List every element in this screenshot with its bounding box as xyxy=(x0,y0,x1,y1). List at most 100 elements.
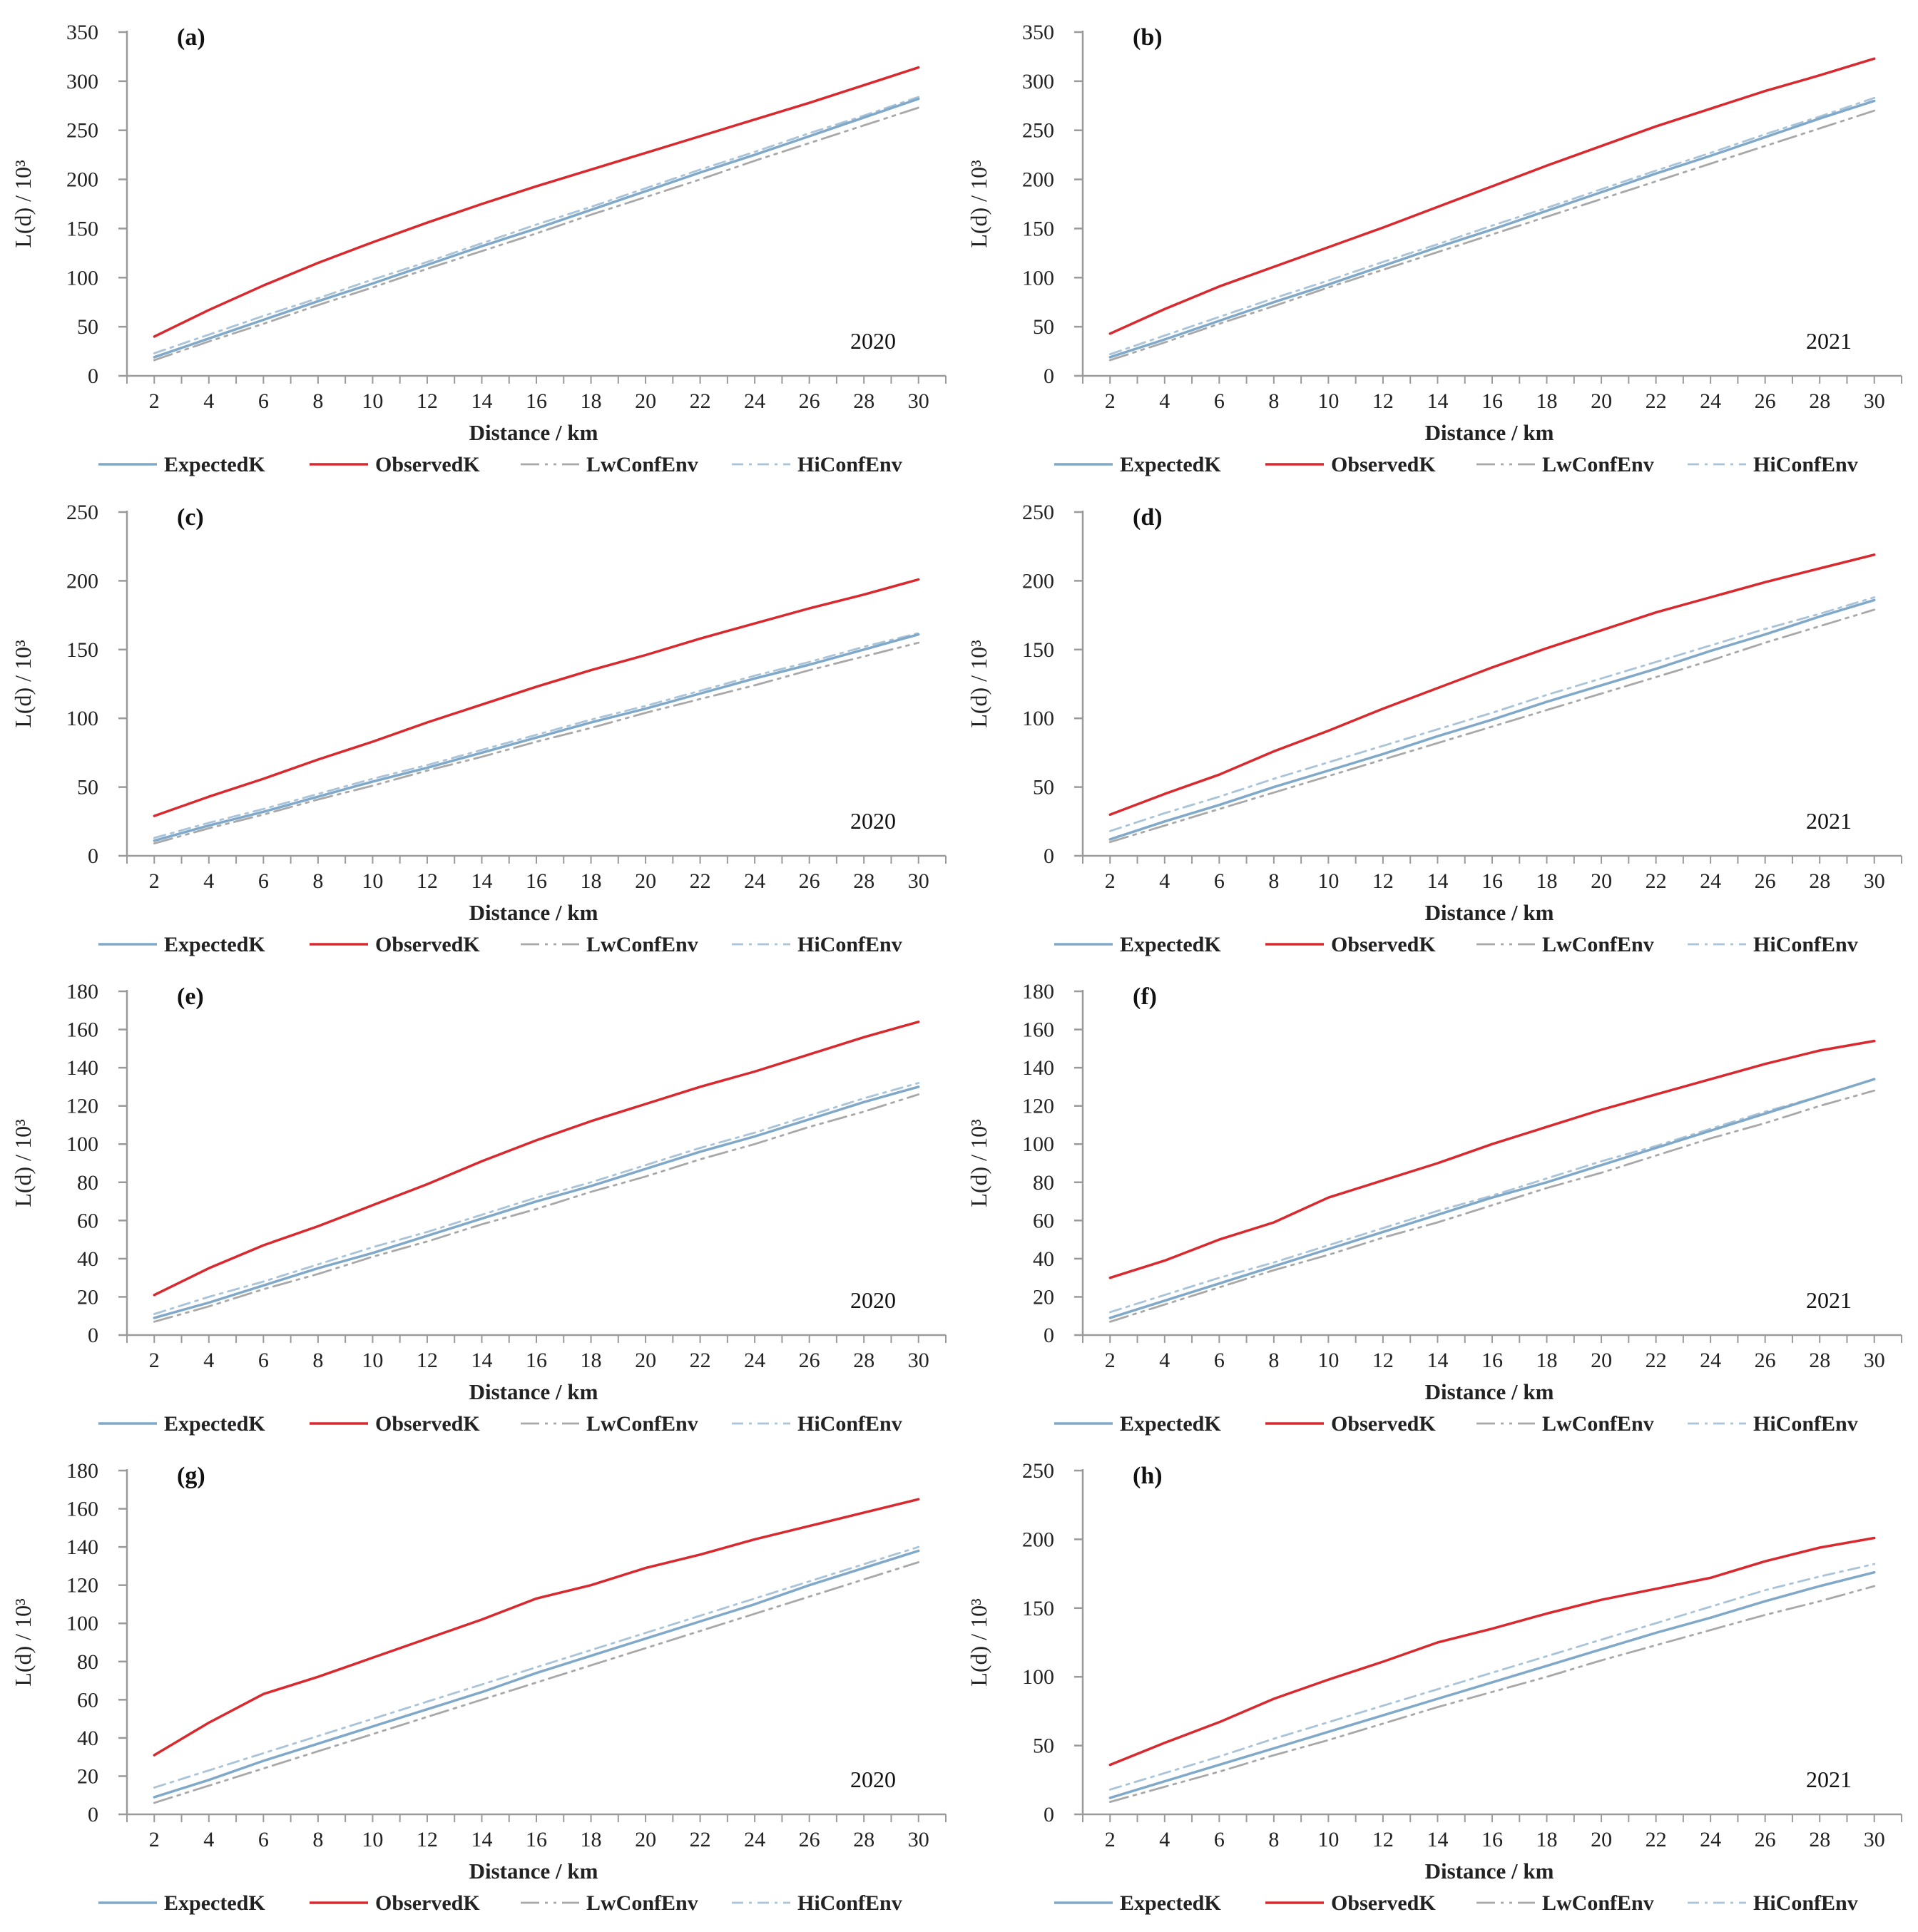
x-tick-label: 18 xyxy=(581,869,602,893)
year-label: 2020 xyxy=(850,328,896,354)
y-tick-label: 50 xyxy=(1033,1734,1054,1758)
x-tick-label: 14 xyxy=(1427,869,1448,893)
x-tick-label: 10 xyxy=(362,1349,383,1372)
series-line-observedk xyxy=(153,66,920,338)
x-tick-label: 6 xyxy=(258,869,269,893)
year-label: 2021 xyxy=(1806,808,1852,834)
legend-label-high: HiConfEnv xyxy=(797,453,902,476)
x-tick-label: 8 xyxy=(1268,1828,1279,1851)
x-tick-label: 4 xyxy=(203,869,214,893)
series-line-hiconfenv xyxy=(153,1545,920,1789)
y-tick-label: 250 xyxy=(66,119,98,143)
series-line-observedk xyxy=(153,578,920,817)
y-tick-label: 350 xyxy=(66,21,98,44)
x-tick-label: 4 xyxy=(203,1349,214,1372)
panel-label: (h) xyxy=(1133,1463,1163,1489)
y-tick-label: 300 xyxy=(66,70,98,93)
x-tick-label: 14 xyxy=(471,1349,492,1372)
x-tick-label: 2 xyxy=(149,389,160,413)
x-tick-label: 8 xyxy=(312,1349,323,1372)
y-axis-title: L(d) / 10³ xyxy=(966,1598,991,1686)
y-axis-title: L(d) / 10³ xyxy=(966,1119,991,1207)
year-label: 2020 xyxy=(850,808,896,834)
legend-label-high: HiConfEnv xyxy=(797,1412,902,1436)
x-tick-label: 6 xyxy=(1214,1349,1225,1372)
x-tick-label: 12 xyxy=(1372,869,1394,893)
legend-label-low: LwConfEnv xyxy=(1542,1891,1654,1915)
legend-label-high: HiConfEnv xyxy=(797,1891,902,1915)
series-line-expectedk xyxy=(1108,1078,1876,1319)
y-tick-label: 250 xyxy=(1022,501,1054,524)
y-tick-label: 100 xyxy=(1022,266,1054,290)
y-tick-label: 40 xyxy=(77,1247,98,1271)
x-tick-label: 12 xyxy=(1372,389,1394,413)
x-tick-label: 18 xyxy=(1536,1828,1558,1851)
x-tick-label: 22 xyxy=(1646,869,1667,893)
x-tick-label: 20 xyxy=(635,1349,656,1372)
x-tick-label: 12 xyxy=(417,1828,438,1851)
x-tick-label: 26 xyxy=(1755,389,1776,413)
y-tick-label: 60 xyxy=(77,1688,98,1712)
x-tick-label: 16 xyxy=(1481,389,1503,413)
legend-label-observed: ObservedK xyxy=(1331,453,1436,476)
year-label: 2021 xyxy=(1806,328,1852,354)
x-tick-label: 18 xyxy=(1536,389,1558,413)
x-tick-label: 18 xyxy=(581,1349,602,1372)
x-tick-label: 2 xyxy=(1105,1828,1116,1851)
x-axis-title: Distance / km xyxy=(469,1859,598,1884)
x-tick-label: 28 xyxy=(1809,389,1830,413)
x-tick-label: 22 xyxy=(690,1349,711,1372)
x-tick-label: 4 xyxy=(1159,869,1170,893)
y-tick-label: 60 xyxy=(77,1209,98,1232)
x-axis-title: Distance / km xyxy=(1425,420,1554,445)
series-line-hiconfenv xyxy=(153,632,920,839)
x-tick-label: 24 xyxy=(744,389,765,413)
x-tick-label: 26 xyxy=(1755,1828,1776,1851)
series-line-hiconfenv xyxy=(1108,96,1876,356)
x-tick-label: 30 xyxy=(908,1828,929,1851)
y-tick-label: 150 xyxy=(1022,1597,1054,1620)
x-tick-label: 28 xyxy=(1809,1349,1830,1372)
series-line-lwconfenv xyxy=(1108,608,1876,844)
x-tick-label: 16 xyxy=(1481,1349,1503,1372)
y-tick-label: 40 xyxy=(77,1727,98,1750)
x-tick-label: 30 xyxy=(1864,1349,1885,1372)
y-tick-label: 80 xyxy=(1033,1171,1054,1195)
x-tick-label: 26 xyxy=(799,1828,820,1851)
series-line-lwconfenv xyxy=(153,106,920,362)
legend-label-expected: ExpectedK xyxy=(164,1412,265,1436)
x-tick-label: 16 xyxy=(526,869,547,893)
legend-label-low: LwConfEnv xyxy=(1542,933,1654,956)
x-tick-label: 20 xyxy=(635,389,656,413)
x-tick-label: 18 xyxy=(581,1828,602,1851)
x-tick-label: 26 xyxy=(799,389,820,413)
y-tick-label: 100 xyxy=(66,266,98,290)
legend-label-expected: ExpectedK xyxy=(1120,1891,1221,1915)
x-tick-label: 2 xyxy=(1105,1349,1116,1372)
legend-label-low: LwConfEnv xyxy=(586,933,698,956)
x-axis-title: Distance / km xyxy=(469,1379,598,1404)
legend-label-low: LwConfEnv xyxy=(586,1412,698,1436)
x-tick-label: 8 xyxy=(1268,869,1279,893)
x-tick-label: 12 xyxy=(1372,1828,1394,1851)
y-tick-label: 0 xyxy=(1044,1803,1054,1826)
y-tick-label: 200 xyxy=(1022,1528,1054,1551)
y-tick-label: 160 xyxy=(66,1498,98,1521)
series-line-observedk xyxy=(153,1498,920,1757)
series-line-lwconfenv xyxy=(1108,1089,1876,1323)
x-tick-label: 20 xyxy=(1591,869,1612,893)
legend-label-expected: ExpectedK xyxy=(1120,1412,1221,1436)
x-tick-label: 20 xyxy=(635,869,656,893)
y-tick-label: 60 xyxy=(1033,1209,1054,1232)
x-tick-label: 8 xyxy=(312,869,323,893)
x-tick-label: 14 xyxy=(471,869,492,893)
panel-label: (e) xyxy=(177,983,204,1010)
series-line-lwconfenv xyxy=(153,1561,920,1804)
y-tick-label: 200 xyxy=(1022,168,1054,192)
legend-label-observed: ObservedK xyxy=(375,933,480,956)
x-tick-label: 30 xyxy=(1864,869,1885,893)
x-tick-label: 28 xyxy=(853,1349,874,1372)
y-tick-label: 0 xyxy=(88,1803,98,1826)
